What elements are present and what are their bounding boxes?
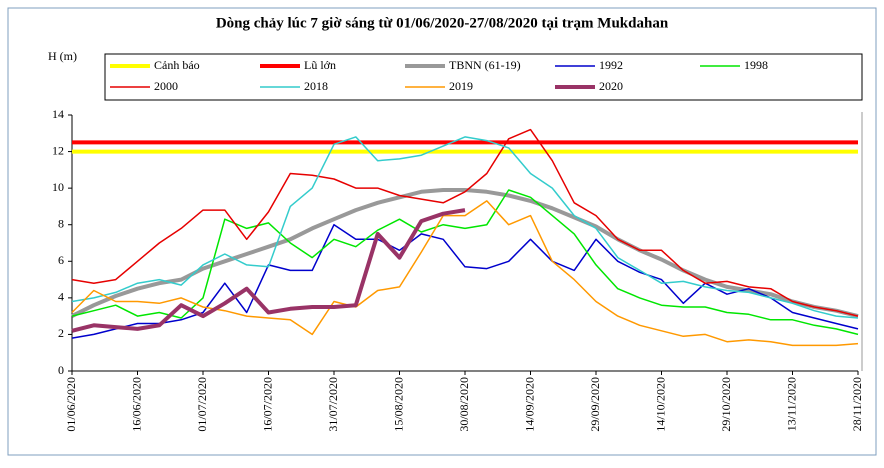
y-tick-label: 8 bbox=[58, 216, 64, 230]
series-line bbox=[71, 128, 859, 317]
x-tick-label: 29/10/2020 bbox=[719, 377, 733, 432]
x-tick-label: 16/06/2020 bbox=[129, 377, 143, 432]
legend-label: 1992 bbox=[599, 58, 623, 72]
x-tick-label: 16/07/2020 bbox=[260, 377, 274, 432]
legend-label: Cảnh báo bbox=[154, 58, 200, 72]
legend-label: 2020 bbox=[599, 79, 623, 93]
chart-title: Dòng chảy lúc 7 giờ sáng từ 01/06/2020-2… bbox=[216, 15, 669, 31]
legend-label: 2000 bbox=[154, 79, 178, 93]
legend-label: TBNN (61-19) bbox=[449, 58, 521, 72]
y-axis-label: H (m) bbox=[48, 49, 77, 63]
x-tick-label: 01/06/2020 bbox=[64, 377, 78, 432]
y-tick-label: 2 bbox=[58, 326, 64, 340]
x-tick-label: 13/11/2020 bbox=[784, 377, 798, 431]
x-tick-label: 31/07/2020 bbox=[326, 377, 340, 432]
series-line bbox=[71, 136, 859, 319]
legend-box bbox=[104, 53, 863, 101]
y-tick-label: 6 bbox=[58, 253, 64, 267]
series-line bbox=[71, 189, 859, 336]
series-line bbox=[71, 223, 859, 339]
legend-label: 1998 bbox=[744, 58, 768, 72]
legend-label: Lũ lớn bbox=[304, 58, 336, 72]
x-tick-label: 14/10/2020 bbox=[653, 377, 667, 432]
y-tick-label: 0 bbox=[58, 363, 64, 377]
y-tick-label: 12 bbox=[52, 143, 64, 157]
y-tick-label: 4 bbox=[58, 290, 64, 304]
series-line bbox=[71, 188, 859, 319]
legend-label: 2018 bbox=[304, 79, 328, 93]
x-tick-label: 30/08/2020 bbox=[457, 377, 471, 432]
x-tick-label: 28/11/2020 bbox=[850, 377, 864, 431]
legend-label: 2019 bbox=[449, 79, 473, 93]
x-tick-label: 14/09/2020 bbox=[522, 377, 536, 432]
series-line bbox=[71, 200, 859, 347]
x-tick-label: 01/07/2020 bbox=[195, 377, 209, 432]
x-tick-label: 15/08/2020 bbox=[391, 377, 405, 432]
x-tick-label: 29/09/2020 bbox=[588, 377, 602, 432]
y-tick-label: 14 bbox=[52, 107, 64, 121]
series-line bbox=[71, 208, 466, 333]
y-tick-label: 10 bbox=[52, 180, 64, 194]
